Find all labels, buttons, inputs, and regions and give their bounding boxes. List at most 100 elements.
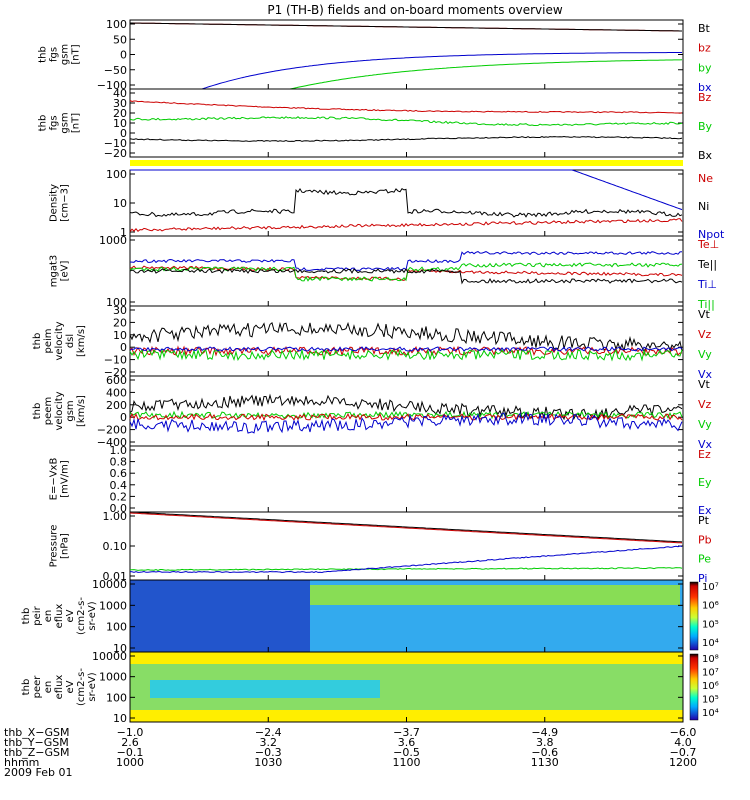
series-pt bbox=[129, 511, 683, 543]
panel-frame bbox=[129, 305, 684, 377]
y-tick-label: 20 bbox=[113, 316, 127, 329]
y-tick-label: 0.2 bbox=[110, 490, 128, 503]
y-tick-label: 0 bbox=[120, 411, 127, 424]
y-axis-label: thb bbox=[21, 679, 32, 696]
y-tick-label: 0.8 bbox=[110, 456, 128, 469]
colorbar-tick-label: 10⁴ bbox=[702, 708, 719, 719]
panel-frame bbox=[129, 235, 684, 307]
y-tick-label: 10 bbox=[113, 642, 127, 655]
y-axis-label: [cm−3] bbox=[60, 184, 71, 222]
y-tick-label: 20 bbox=[113, 107, 127, 120]
y-tick-label: −10 bbox=[104, 137, 127, 150]
series-pb bbox=[129, 512, 683, 544]
y-tick-label: −10 bbox=[104, 354, 127, 367]
footer: thb_X−GSM −1.0 −2.4 −3.7 −4.9 −6.0 thb_Y−GSM 2.… bbox=[4, 726, 744, 800]
series-bx bbox=[130, 52, 682, 90]
panel3-group: 100 10 1 Density [cm−3] Ne Ni Npot bbox=[49, 168, 725, 241]
series-ni bbox=[129, 187, 683, 218]
y-axis-label: [nT] bbox=[71, 44, 82, 64]
y-tick-label: 10 bbox=[113, 117, 127, 130]
y-tick-label: 0 bbox=[120, 127, 127, 140]
footer-value: 1200 bbox=[669, 756, 697, 769]
footer-value: 1130 bbox=[530, 756, 559, 769]
colorbar bbox=[689, 581, 699, 651]
y-tick-label: 1000 bbox=[99, 599, 127, 612]
spectrogram-band bbox=[310, 585, 680, 605]
footer-value: −6.0 bbox=[669, 726, 697, 739]
y-tick-label: 30 bbox=[113, 304, 127, 317]
legend-entry: Npot bbox=[698, 228, 725, 241]
legend-entry: Pi bbox=[698, 572, 707, 585]
overview-chart: P1 (TH-B) fields and on-board moments ov… bbox=[21, 3, 725, 725]
panel9-group: 10⁷ 10⁶ 10⁵ 10⁴ 10000 1000 100 10 thb peir en eflux… bbox=[21, 578, 719, 655]
legend-entry: Ez bbox=[698, 448, 711, 461]
page-title: P1 (TH-B) fields and on-board moments ov… bbox=[267, 3, 563, 17]
legend-entry: Te⊥ bbox=[697, 238, 719, 251]
footer-value: 3.2 bbox=[259, 736, 278, 749]
y-tick-label: 1.00 bbox=[103, 510, 128, 523]
footer-value: 4.0 bbox=[674, 736, 692, 749]
y-axis-label: sr-eV) bbox=[87, 672, 98, 701]
series-by bbox=[129, 116, 683, 127]
footer-row-label: hhmm bbox=[4, 756, 40, 769]
y-axis-label: eV bbox=[65, 609, 76, 622]
footer-row-label: thb_Y−GSM bbox=[4, 736, 69, 749]
series-ti-perp bbox=[129, 250, 683, 271]
y-tick-label: 50 bbox=[113, 33, 127, 46]
panel4-group: 1000 100 mgat3 [eV] Te⊥ Te|| Ti⊥ Ti|| bbox=[49, 234, 720, 311]
y-tick-label: 1000 bbox=[99, 234, 127, 247]
y-axis-label: (cm2-s- bbox=[76, 668, 87, 706]
legend-entry: Ne bbox=[698, 172, 713, 185]
legend-entry: Vt bbox=[698, 308, 711, 321]
y-tick-label: 1 bbox=[120, 226, 127, 239]
y-axis-label: peer bbox=[32, 675, 43, 699]
legend-entry: Ti⊥ bbox=[697, 278, 717, 291]
mode-bar bbox=[130, 160, 683, 166]
y-tick-label: 600 bbox=[106, 374, 127, 387]
legend-entry: By bbox=[698, 120, 713, 133]
y-axis-label: mgat3 bbox=[49, 255, 60, 288]
footer-value: −3.7 bbox=[393, 726, 420, 739]
y-tick-label: −20 bbox=[104, 366, 127, 379]
y-axis-label: eflux bbox=[54, 604, 65, 629]
y-axis-label: peem bbox=[43, 397, 54, 425]
legend-entry: Vz bbox=[698, 398, 712, 411]
footer-value: 3.6 bbox=[397, 736, 416, 749]
series-vt bbox=[129, 321, 683, 353]
y-tick-label: 0 bbox=[120, 49, 127, 62]
y-axis-label: peim bbox=[43, 328, 54, 353]
y-tick-label: 100 bbox=[106, 621, 127, 634]
y-axis-label: velocity bbox=[54, 321, 65, 360]
colorbar-tick-label: 10⁵ bbox=[702, 695, 719, 706]
footer-value: −0.5 bbox=[393, 746, 420, 759]
y-tick-label: −100 bbox=[97, 79, 127, 92]
panel-frame bbox=[129, 375, 684, 447]
y-axis-label: eflux bbox=[54, 675, 65, 700]
colorbar-tick-label: 10⁵ bbox=[702, 619, 719, 630]
series-npot bbox=[130, 169, 683, 211]
y-axis-label: [km/s] bbox=[76, 395, 87, 427]
y-tick-label: 10 bbox=[113, 712, 127, 725]
y-tick-label: −400 bbox=[97, 436, 127, 449]
legend-entry: Te|| bbox=[697, 258, 717, 271]
legend-entry: Pe bbox=[698, 553, 711, 566]
y-tick-label: −200 bbox=[97, 424, 127, 437]
y-axis-label: eV bbox=[65, 680, 76, 693]
y-tick-label: 10000 bbox=[92, 650, 127, 663]
colorbar-tick-label: 10⁷ bbox=[702, 668, 719, 679]
series-bt bbox=[130, 22, 682, 32]
panel10-group: 10⁸ 10⁷ 10⁶ 10⁵ 10⁴ 10000 1000 100 10 thb peer en ef… bbox=[21, 650, 719, 725]
panel-frame bbox=[129, 88, 684, 158]
footer-value: 1100 bbox=[392, 756, 421, 769]
y-tick-label: 10000 bbox=[92, 578, 127, 591]
spectrogram-top-band bbox=[130, 652, 683, 664]
y-axis-label: [km/s] bbox=[76, 325, 87, 357]
colorbar bbox=[689, 653, 699, 721]
footer-value: 2.6 bbox=[121, 736, 139, 749]
colorbar-tick-label: 10⁴ bbox=[702, 638, 719, 649]
legend-entry: Pt bbox=[698, 514, 710, 527]
legend-entry: Vx bbox=[698, 368, 713, 381]
